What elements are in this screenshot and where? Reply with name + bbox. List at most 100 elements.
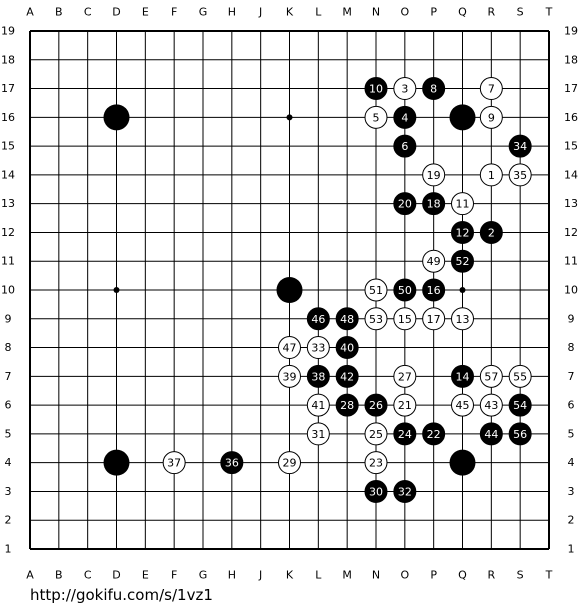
move-number: 4 [401,111,408,124]
stone [364,278,388,302]
column-label: N [372,569,380,582]
star-point [286,114,293,121]
move-number: 26 [369,399,383,412]
move-number: 21 [398,399,412,412]
stone [479,422,503,446]
stone [508,163,532,187]
move-number: 43 [484,399,498,412]
row-label: 9 [5,312,12,325]
stone [508,364,532,388]
stone [451,220,474,244]
row-label: 19 [564,25,578,38]
column-label: H [228,6,236,19]
stone [162,451,186,475]
row-label: 12 [564,226,578,239]
move-number: 14 [456,370,470,383]
move-number: 32 [398,485,412,498]
stone [276,277,303,303]
column-label: H [228,569,236,582]
row-label: 5 [5,427,12,440]
move-number: 39 [283,370,297,383]
row-label: 8 [5,341,12,354]
move-number: 5 [373,111,380,124]
stone [335,336,359,360]
column-label: F [171,569,177,582]
column-label: G [199,569,208,582]
row-label: 17 [1,82,15,95]
stone [335,393,359,417]
row-label: 10 [564,284,578,297]
row-label: 17 [564,82,578,95]
move-number: 24 [398,428,412,441]
move-number: 7 [488,83,495,96]
row-label: 7 [5,370,12,383]
row-label: 2 [5,514,12,527]
column-label: O [400,569,409,582]
stone [422,192,446,216]
stones: 1234567891011121314151617181920212223242… [103,77,532,503]
row-label: 10 [1,284,15,297]
column-label: Q [458,569,467,582]
row-label: 6 [5,399,12,412]
column-label: P [430,6,437,19]
move-number: 22 [427,428,441,441]
column-label: N [372,6,380,19]
stone [393,479,417,503]
move-number: 17 [427,313,441,326]
row-label: 13 [564,197,578,210]
stone [278,336,301,360]
move-number: 46 [311,313,325,326]
move-number: 48 [340,313,354,326]
stone [479,364,503,388]
column-label: A [26,6,34,19]
stone [364,422,388,446]
column-label: K [286,6,294,19]
stone [451,307,474,331]
move-number: 18 [427,198,441,211]
move-number: 28 [340,399,354,412]
move-number: 23 [369,457,383,470]
stone [306,393,330,417]
stone [278,451,301,475]
stone [393,105,417,129]
stone [449,104,476,131]
stone [306,422,330,446]
column-label: M [342,6,352,19]
stone [422,163,446,187]
column-label: E [142,569,149,582]
move-number: 12 [456,226,470,239]
stone [451,249,474,273]
stone [220,451,244,475]
move-number: 6 [401,140,408,153]
url[interactable]: http://gokifu.com/s/1vz1 [30,586,213,604]
move-number: 52 [456,255,470,268]
stone [364,393,388,417]
stone [393,393,417,417]
stone [393,278,417,302]
column-label: K [286,569,294,582]
row-label: 15 [564,140,578,153]
move-number: 29 [283,457,297,470]
stone [364,479,388,503]
row-label: 19 [1,25,15,38]
row-label: 6 [568,399,575,412]
move-number: 34 [513,140,527,153]
move-number: 33 [311,342,325,355]
stone [393,77,417,101]
stone [335,307,359,331]
row-label: 13 [1,197,15,210]
stone [422,77,446,101]
row-label: 7 [568,370,575,383]
move-number: 31 [311,428,325,441]
stone [306,307,330,331]
move-number: 56 [513,428,527,441]
stone [306,364,330,388]
row-label: 1 [568,543,575,556]
stone [364,77,388,101]
row-label: 14 [1,168,15,181]
stone [449,449,476,476]
move-number: 9 [488,111,495,124]
row-label: 16 [564,111,578,124]
stone [393,134,417,158]
